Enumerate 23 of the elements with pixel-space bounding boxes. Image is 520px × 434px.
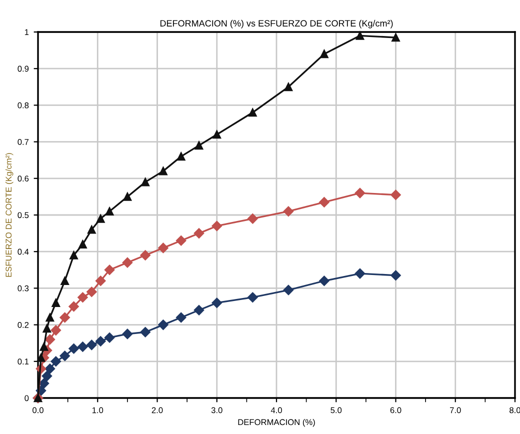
y-tick-label: 1	[24, 29, 29, 36]
x-tick-label: 6.0	[390, 407, 402, 414]
x-tick-label: 2.0	[152, 407, 163, 414]
y-tick-label: 0.1	[18, 358, 29, 364]
x-tick-label: 5.0	[330, 407, 342, 414]
x-tick-label: 7.0	[450, 407, 461, 414]
y-tick-label: 0.6	[18, 176, 29, 182]
y-tick-label: 0.9	[18, 66, 29, 72]
x-tick-label: 4.0	[270, 407, 282, 414]
y-axis-title: ESFUERZO DE CORTE (Kg/cm²)	[5, 153, 14, 277]
y-tick-label: 0	[24, 395, 29, 402]
x-axis-title: DEFORMACION (%)	[238, 418, 315, 427]
y-tick-label: 0.8	[18, 102, 29, 108]
x-tick-label: 3.0	[211, 407, 222, 414]
y-tick-label: 0.2	[18, 322, 29, 328]
x-tick-label: 0.0	[32, 407, 44, 414]
y-tick-label: 0.5	[18, 212, 29, 218]
x-tick-label: 8.0	[510, 407, 520, 414]
chart-title: DEFORMACION (%) vs ESFUERZO DE CORTE (Kg/cm²)	[160, 20, 393, 28]
y-tick-label: 0.7	[18, 139, 29, 145]
y-tick-label: 0.4	[18, 248, 29, 255]
x-tick-label: 1.0	[92, 407, 104, 414]
y-tick-label: 0.3	[18, 285, 29, 292]
